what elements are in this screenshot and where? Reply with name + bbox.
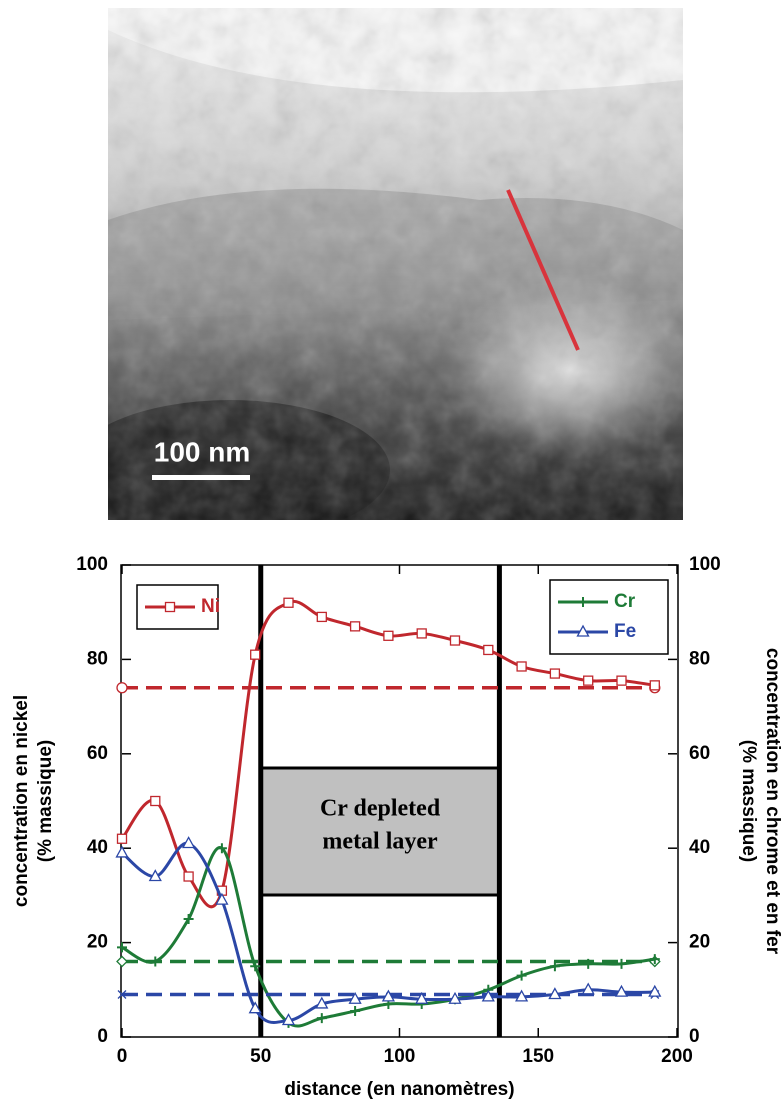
data-point <box>649 680 660 691</box>
x-tick-label: 50 <box>250 1046 271 1067</box>
data-point <box>350 1006 361 1017</box>
y2-tick-label: 20 <box>689 932 710 953</box>
data-point <box>283 597 294 608</box>
data-point <box>383 630 394 641</box>
x-tick-label: 150 <box>522 1046 554 1067</box>
data-point <box>583 675 594 686</box>
tem-image: 100 nm <box>108 8 683 520</box>
y-tick-label: 20 <box>87 932 108 953</box>
legend-marker <box>164 601 176 613</box>
reference-marker <box>117 990 127 999</box>
data-point <box>150 956 161 967</box>
data-point <box>316 611 327 623</box>
y-tick-label: 0 <box>97 1026 108 1047</box>
data-point <box>483 644 494 656</box>
y-axis-title: (% massique) <box>35 740 56 862</box>
data-point <box>349 621 361 632</box>
data-point <box>549 668 561 679</box>
y2-tick-label: 0 <box>689 1026 700 1047</box>
x-tick-label: 0 <box>117 1046 128 1067</box>
data-point <box>649 954 660 965</box>
data-point <box>581 982 595 995</box>
data-point <box>183 914 194 924</box>
data-point <box>515 989 529 1002</box>
y2-tick-label: 60 <box>689 743 710 764</box>
y-tick-label: 60 <box>87 743 108 764</box>
series-line <box>121 841 655 1024</box>
data-point <box>583 958 594 969</box>
data-point <box>182 836 196 849</box>
data-point <box>316 1013 327 1024</box>
data-point <box>648 984 662 997</box>
y-tick-label: 100 <box>76 554 108 575</box>
reference-marker <box>116 682 128 694</box>
data-point <box>516 661 527 672</box>
legend-marker <box>578 597 588 607</box>
data-point <box>449 635 461 646</box>
x-axis-title: distance (en nanomètres) <box>284 1079 514 1100</box>
data-point <box>215 892 229 905</box>
legend-label: Fe <box>614 621 636 642</box>
data-point <box>516 970 527 981</box>
y2-axis-title: (% massique) <box>738 740 759 862</box>
y-axis-title: concentration en nickel <box>11 695 32 907</box>
data-point <box>415 991 429 1004</box>
data-point <box>281 1013 296 1026</box>
data-point <box>116 833 128 844</box>
data-point <box>117 942 127 953</box>
x-tick-label: 100 <box>384 1046 416 1067</box>
scale-bar <box>152 475 250 480</box>
annotation-text: metal layer <box>322 829 438 855</box>
y2-tick-label: 100 <box>689 554 721 575</box>
data-point <box>315 996 329 1009</box>
data-point <box>148 869 162 882</box>
data-point <box>115 845 129 858</box>
y2-axis-title: concentration en chrome et en fer <box>762 648 783 955</box>
data-point <box>248 1001 262 1014</box>
legend-label: Cr <box>614 591 636 612</box>
data-point <box>250 649 261 660</box>
reference-marker <box>116 955 128 968</box>
y2-tick-label: 80 <box>689 648 710 669</box>
x-tick-label: 200 <box>661 1046 693 1067</box>
legend-marker <box>576 624 590 637</box>
y-tick-label: 40 <box>87 837 108 858</box>
legend-box <box>549 579 669 655</box>
y2-tick-label: 40 <box>689 837 710 858</box>
legend-label: Ni <box>201 596 220 617</box>
data-point <box>150 795 161 807</box>
data-point <box>549 961 560 972</box>
y-tick-label: 80 <box>87 648 108 669</box>
data-point <box>183 871 194 882</box>
data-point <box>614 984 629 997</box>
scale-bar-label: 100 nm <box>154 436 251 467</box>
annotation-box <box>259 766 501 897</box>
data-point <box>381 989 395 1002</box>
data-point <box>250 961 261 972</box>
data-point <box>616 958 627 969</box>
data-point <box>548 987 562 1000</box>
annotation-text: Cr depleted <box>320 796 441 822</box>
data-point <box>616 675 627 686</box>
data-point <box>348 991 362 1004</box>
data-point <box>216 843 227 854</box>
data-point <box>448 991 462 1004</box>
data-point <box>481 989 495 1002</box>
data-point <box>416 628 427 639</box>
